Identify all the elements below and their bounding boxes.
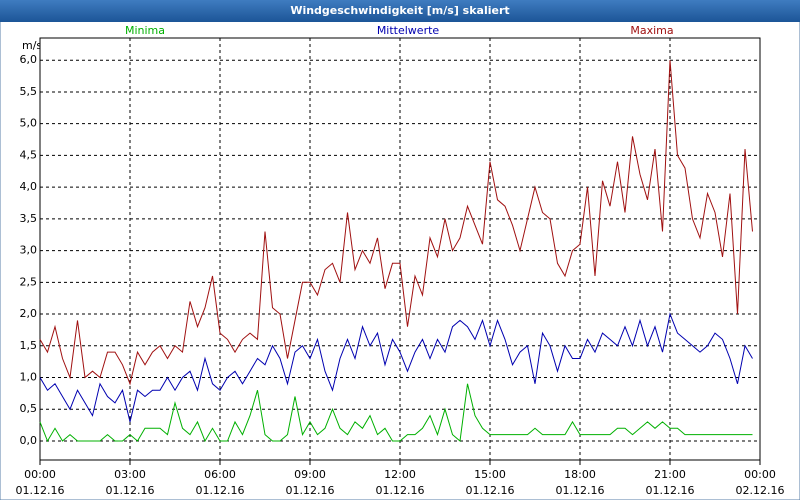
data-line <box>39 383 753 443</box>
y-tick-label: 2,0 <box>20 307 38 320</box>
y-tick-label: 4,5 <box>20 148 38 161</box>
data-line <box>39 312 753 423</box>
x-tick-label: 21:00 <box>654 468 686 481</box>
x-tick-label: 00:00 <box>744 468 776 481</box>
x-tick-date: 01.12.16 <box>556 484 605 497</box>
x-tick-label: 09:00 <box>294 468 326 481</box>
title-bar <box>0 0 800 22</box>
x-tick-label: 03:00 <box>114 468 146 481</box>
x-tick-label: 12:00 <box>384 468 416 481</box>
y-tick-label: 3,5 <box>20 212 38 225</box>
x-tick-label: 18:00 <box>564 468 596 481</box>
legend-label: Maxima <box>630 24 673 37</box>
y-tick-label: 2,5 <box>20 275 38 288</box>
y-tick-label: 4,0 <box>20 180 38 193</box>
x-tick-date: 01.12.16 <box>376 484 425 497</box>
y-tick-label: 3,0 <box>20 244 38 257</box>
data-line <box>39 60 753 386</box>
y-tick-label: 1,5 <box>20 339 38 352</box>
x-tick-date: 01.12.16 <box>466 484 515 497</box>
y-tick-label: 0,0 <box>20 434 38 447</box>
y-tick-label: 0,5 <box>20 402 38 415</box>
x-tick-date: 02.12.16 <box>736 484 785 497</box>
x-tick-label: 00:00 <box>24 468 56 481</box>
x-tick-date: 01.12.16 <box>286 484 335 497</box>
y-tick-label: 1,0 <box>20 371 38 384</box>
x-tick-date: 01.12.16 <box>646 484 695 497</box>
x-tick-label: 06:00 <box>204 468 236 481</box>
y-axis-label: m/s <box>22 39 42 52</box>
x-tick-date: 01.12.16 <box>196 484 245 497</box>
x-tick-label: 15:00 <box>474 468 506 481</box>
y-tick-label: 6,0 <box>20 53 38 66</box>
x-tick-date: 01.12.16 <box>106 484 155 497</box>
legend-label: Minima <box>125 24 165 37</box>
x-tick-date: 01.12.16 <box>16 484 65 497</box>
legend-label: Mittelwerte <box>377 24 440 37</box>
chart-title: Windgeschwindigkeit [m/s] skaliert <box>290 4 509 17</box>
y-tick-label: 5,0 <box>20 117 38 130</box>
y-tick-label: 5,5 <box>20 85 38 98</box>
